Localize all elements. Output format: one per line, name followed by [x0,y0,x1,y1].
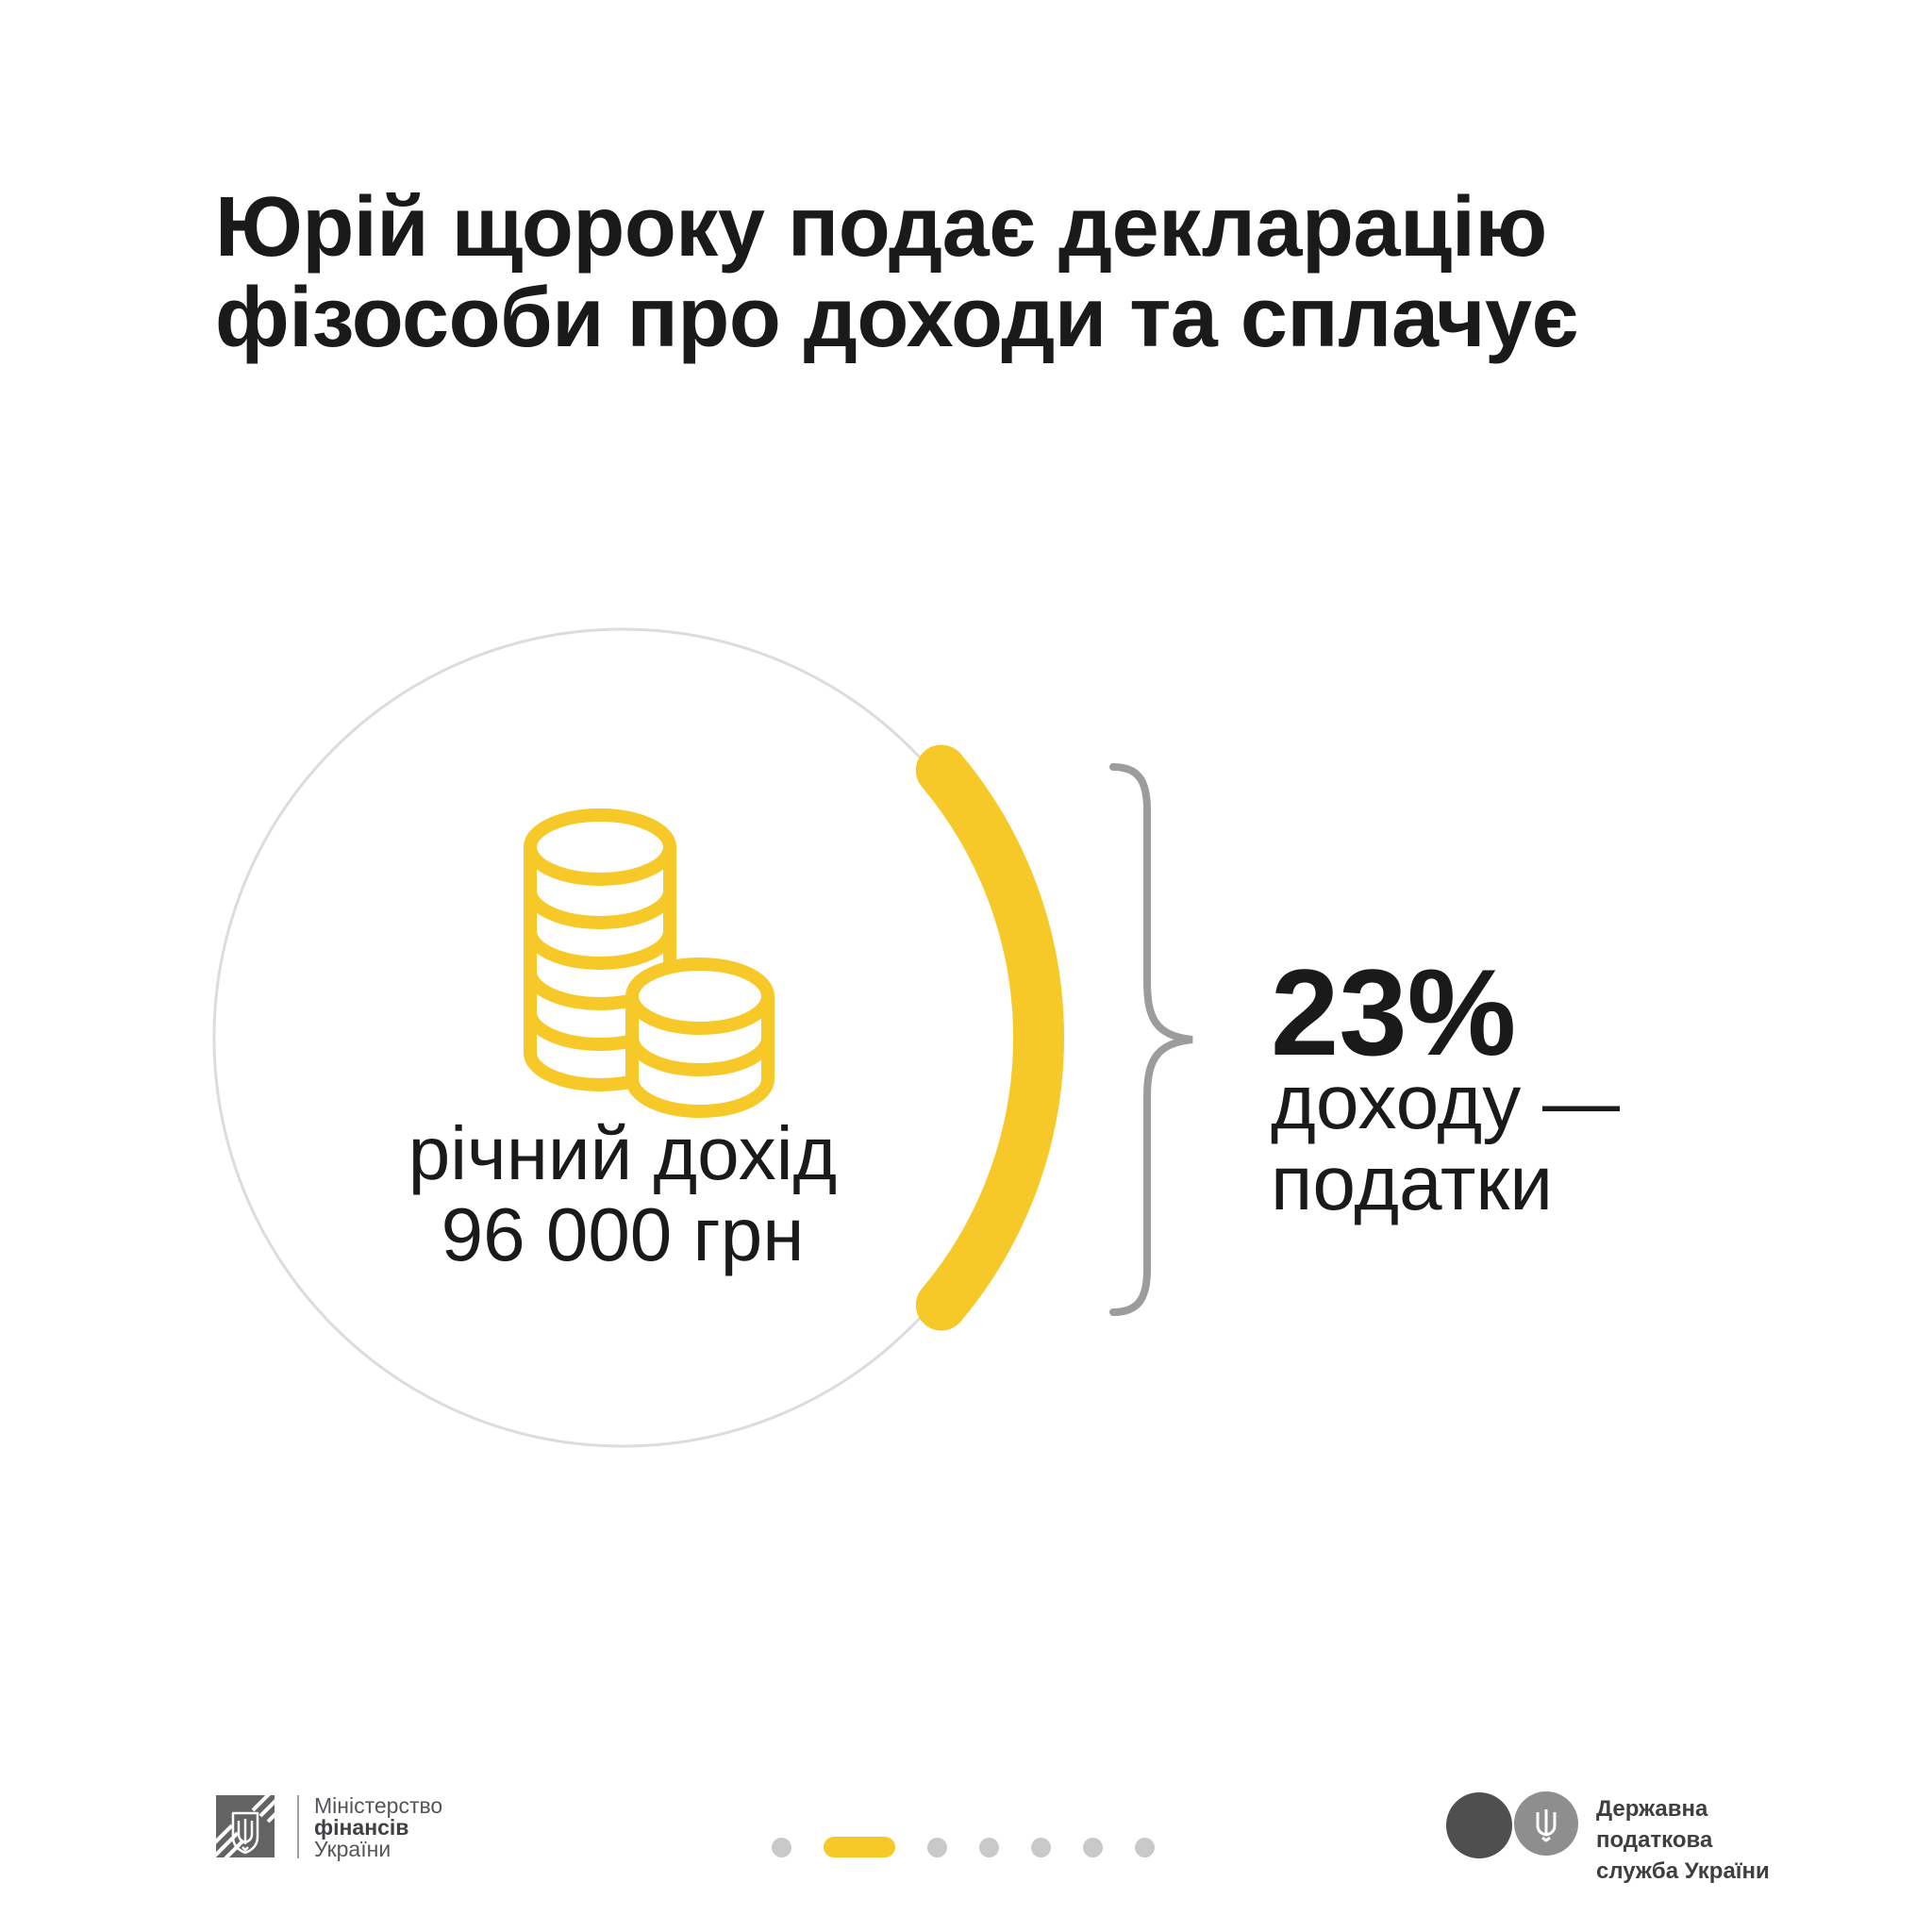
minfin-line-2: фінансів [314,1815,409,1840]
percent-value: 23% [1271,943,1517,1081]
tax-line-3: служба України [1596,1858,1770,1884]
pagination-active-pill[interactable] [824,1837,895,1857]
pagination [772,1837,1155,1857]
tax-line-1: Державна [1596,1796,1708,1822]
footer-divider [297,1795,299,1858]
coins-icon [524,808,774,1118]
pagination-dot[interactable] [1083,1837,1103,1857]
callout-text: доходу — податки [1271,1062,1620,1224]
pagination-dot[interactable] [772,1837,791,1857]
share-arc [915,744,1064,1331]
title-line-2: фізособи про доходи та сплачує [215,271,1578,365]
minfin-line-3: України [314,1837,391,1861]
tax-service-logo-icon [1446,1791,1578,1858]
minfin-wordmark: Міністерство фінансів України [314,1795,442,1860]
minfin-line-1: Міністерство [314,1793,443,1818]
title-line-1: Юрій щороку подає декларацію [215,180,1547,275]
minfin-emblem-icon [216,1795,275,1857]
circle-label-line-1: річний дохід [408,1111,838,1195]
tax-line-2: податкова [1596,1827,1713,1853]
callout-line-2: податки [1271,1141,1554,1226]
pagination-dot[interactable] [927,1837,947,1857]
curly-brace [1109,763,1193,1316]
circle-label: річний дохід 96 000 грн [245,1113,1000,1275]
tax-service-wordmark: Державна податкова служба України [1596,1793,1770,1887]
circle-label-line-2: 96 000 грн [441,1192,805,1276]
page-title: Юрій щороку подає декларацію фізособи пр… [215,182,1578,363]
pagination-dot[interactable] [1135,1837,1155,1857]
pagination-dot[interactable] [979,1837,999,1857]
callout-line-1: доходу — [1271,1059,1621,1145]
pagination-dot[interactable] [1031,1837,1051,1857]
